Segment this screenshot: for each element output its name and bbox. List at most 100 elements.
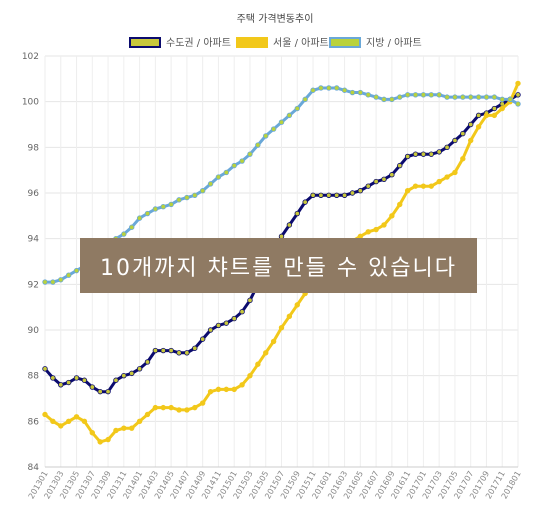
data-point	[452, 137, 458, 144]
data-point	[184, 350, 190, 356]
data-point	[231, 386, 237, 393]
data-point	[444, 94, 450, 100]
data-point	[65, 379, 72, 386]
data-point	[491, 94, 498, 100]
data-point	[444, 174, 450, 180]
data-point	[452, 94, 458, 100]
data-point	[215, 322, 222, 329]
data-point	[404, 92, 411, 98]
data-point	[199, 400, 206, 406]
data-point	[302, 96, 308, 103]
data-point	[365, 229, 371, 235]
legend-item[interactable]: 지방 / 아파트	[329, 37, 422, 49]
data-point	[168, 347, 174, 354]
data-point	[215, 174, 222, 180]
chart-legend[interactable]: 수도권 / 아파트 서울 / 아파트 지방 / 아파트	[129, 37, 422, 49]
data-point	[318, 192, 324, 198]
data-point	[263, 350, 269, 356]
data-point	[192, 192, 198, 198]
data-point	[468, 121, 474, 128]
data-point	[42, 366, 48, 372]
data-point	[129, 224, 135, 230]
data-point	[73, 267, 80, 274]
y-tick-label: 92	[28, 280, 39, 290]
data-point	[373, 94, 379, 100]
series-1	[42, 80, 521, 445]
data-point	[223, 320, 230, 326]
y-tick-label: 88	[28, 372, 40, 382]
data-point	[192, 345, 198, 351]
data-point	[255, 361, 261, 367]
data-point	[397, 94, 403, 100]
data-point	[515, 92, 521, 98]
data-point	[515, 101, 521, 107]
data-point	[270, 338, 277, 345]
data-point	[160, 203, 166, 210]
data-point	[58, 277, 64, 283]
data-point	[239, 158, 245, 164]
data-point	[365, 183, 371, 189]
data-point	[333, 192, 340, 198]
data-point	[499, 105, 505, 112]
data-point	[468, 94, 474, 100]
data-point	[381, 176, 387, 182]
data-point	[144, 210, 151, 217]
data-point	[89, 430, 95, 436]
data-point	[223, 386, 230, 393]
chart-limit-notice: 10개까지 챠트를 만들 수 있습니다	[80, 238, 477, 293]
data-point	[65, 418, 72, 425]
data-point	[341, 192, 348, 198]
data-point	[58, 423, 64, 429]
data-point	[255, 142, 261, 148]
data-point	[81, 377, 88, 383]
data-point	[507, 96, 513, 103]
x-axis: 2013012013032013052013072013092013112014…	[27, 466, 523, 500]
data-point	[397, 201, 403, 208]
legend-swatch	[129, 37, 161, 48]
legend-item[interactable]: 수도권 / 아파트	[129, 37, 231, 49]
data-point	[105, 388, 111, 395]
data-point	[310, 192, 316, 198]
data-point	[121, 372, 127, 379]
data-point	[468, 137, 474, 144]
data-point	[310, 87, 316, 93]
data-point	[412, 92, 419, 98]
data-point	[50, 418, 56, 425]
data-point	[318, 85, 324, 91]
data-point	[460, 156, 466, 162]
data-point	[357, 188, 364, 194]
data-point	[215, 386, 222, 393]
data-point	[231, 315, 237, 322]
data-point	[278, 325, 285, 331]
data-point	[499, 96, 505, 103]
legend-item[interactable]: 서울 / 아파트	[236, 37, 329, 49]
data-point	[483, 94, 490, 100]
y-tick-label: 96	[28, 189, 40, 199]
data-point	[263, 133, 269, 139]
data-point	[349, 190, 356, 196]
data-point	[160, 347, 166, 354]
data-point	[247, 297, 253, 304]
data-point	[168, 404, 174, 411]
data-point	[412, 183, 419, 189]
data-point	[436, 178, 442, 185]
legend-swatch	[329, 37, 361, 48]
y-tick-label: 100	[22, 98, 39, 108]
data-point	[160, 404, 166, 411]
data-point	[444, 144, 450, 151]
data-point	[73, 375, 80, 381]
data-point	[73, 414, 80, 420]
data-point	[475, 124, 482, 130]
data-point	[294, 302, 300, 308]
y-tick-label: 84	[28, 463, 40, 473]
data-point	[81, 418, 88, 425]
data-point	[239, 309, 245, 315]
data-point	[475, 94, 482, 100]
y-tick-label: 94	[28, 235, 40, 245]
data-point	[333, 85, 340, 91]
chart-title: 주택 가격변동추이	[237, 12, 314, 25]
data-point	[341, 87, 348, 93]
data-point	[357, 89, 364, 96]
data-point	[381, 96, 387, 103]
data-point	[152, 206, 159, 212]
